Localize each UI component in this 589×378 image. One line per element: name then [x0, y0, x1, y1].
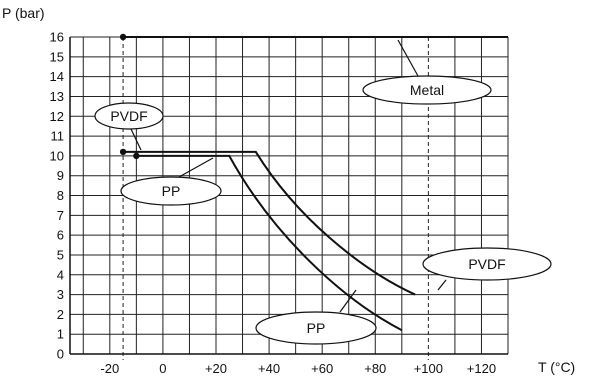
- data-point-pp: [133, 152, 140, 160]
- callout-metal-label: Metal: [410, 82, 444, 98]
- callout-pp-right-leader: [339, 289, 357, 313]
- y-tick-label: 12: [50, 109, 64, 124]
- x-tick-label: -20: [100, 361, 119, 376]
- callout-pp-right-bubble: [255, 311, 377, 345]
- y-tick-label: 16: [50, 30, 64, 45]
- x-axis-label: T (°C): [538, 359, 575, 375]
- data-point-metal: [119, 33, 127, 41]
- x-tick-label: +120: [467, 361, 496, 376]
- callout-pvdf-right-label: PVDF: [468, 256, 505, 272]
- series-lines: [119, 33, 508, 332]
- series-line-pp: [136, 154, 403, 332]
- callout-pvdf-left-bubble: [94, 102, 164, 130]
- y-tick-label: 7: [57, 208, 64, 223]
- callout-pp-right-label: PP: [307, 320, 326, 336]
- x-tick-label: +100: [414, 361, 443, 376]
- x-tick-label: +60: [311, 361, 333, 376]
- x-tick-label: 0: [159, 361, 166, 376]
- callouts: Metal PVDF PP PVDF PP: [94, 39, 552, 345]
- callout-pvdf-left-leader: [130, 128, 142, 151]
- callout-pvdf-left-label: PVDF: [110, 108, 147, 124]
- y-tick-label: 11: [51, 129, 65, 144]
- y-tick-label: 13: [50, 89, 64, 104]
- y-tick-label: 6: [57, 228, 64, 243]
- callout-pvdf-right-leader: [437, 279, 447, 291]
- x-tick-label: +80: [364, 361, 386, 376]
- y-tick-label: 0: [57, 347, 64, 362]
- callout-metal-leader: [397, 39, 419, 77]
- y-tick-label: 2: [57, 307, 64, 322]
- callout-metal-bubble: [362, 75, 492, 105]
- series-line-pvdf: [123, 150, 416, 296]
- y-tick-label: 10: [50, 148, 64, 163]
- y-tick-label: 15: [50, 49, 64, 64]
- y-tick-label: 3: [57, 287, 64, 302]
- callout-pp-left-leader: [178, 157, 214, 178]
- y-tick-label: 14: [50, 69, 64, 84]
- y-axis-label: P (bar): [2, 5, 45, 21]
- callout-pp-left-bubble: [120, 176, 222, 206]
- data-point-pvdf: [119, 148, 127, 156]
- y-tick-label: 1: [57, 327, 64, 342]
- x-tick-label: +20: [205, 361, 227, 376]
- x-tick-label: +40: [258, 361, 280, 376]
- callout-pp-left-label: PP: [162, 183, 181, 199]
- callout-pvdf-right-bubble: [422, 247, 552, 281]
- y-tick-label: 9: [57, 168, 64, 183]
- y-tick-label: 5: [57, 247, 64, 262]
- y-tick-label: 4: [57, 267, 64, 282]
- y-tick-label: 8: [57, 188, 64, 203]
